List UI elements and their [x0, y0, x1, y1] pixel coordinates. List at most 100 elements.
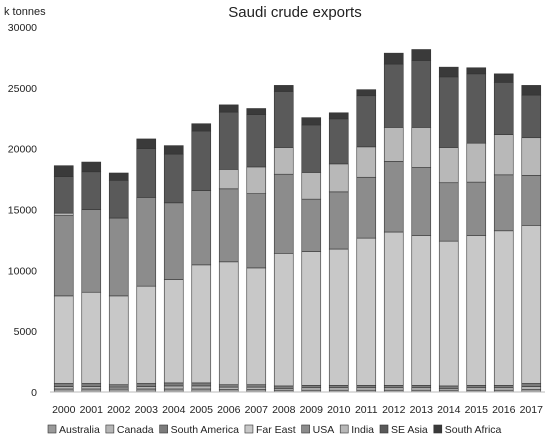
- x-tick-label: 2016: [492, 404, 516, 416]
- bar-segment: [191, 385, 212, 390]
- bar-segment: [53, 386, 74, 390]
- legend-swatch: [105, 424, 115, 434]
- bar-segment: [438, 240, 459, 387]
- bar-segment: [383, 387, 404, 391]
- bar-segment: [218, 111, 239, 170]
- bar-segment: [191, 382, 212, 387]
- x-tick-label: 2013: [410, 404, 434, 416]
- chart-title: Saudi crude exports: [228, 4, 361, 21]
- bar-segment: [493, 385, 514, 389]
- y-tick-label: 20000: [8, 144, 37, 156]
- legend-swatch: [244, 424, 254, 434]
- x-tick-label: 2012: [382, 404, 406, 416]
- bar-segment: [81, 386, 102, 390]
- bar-segment: [356, 95, 377, 148]
- bar-segment: [466, 385, 487, 389]
- bar-segment: [301, 198, 322, 252]
- legend-label: India: [351, 424, 374, 436]
- bar-segment: [108, 384, 129, 388]
- bar-segment: [438, 76, 459, 148]
- bar-segment: [411, 127, 432, 168]
- bar-segment: [246, 114, 267, 168]
- x-tick-label: 2011: [355, 404, 378, 416]
- bar-segment: [466, 181, 487, 236]
- y-tick-label: 30000: [8, 22, 37, 34]
- bar-segment: [191, 264, 212, 384]
- bar-segment: [383, 63, 404, 128]
- bar-segment: [81, 291, 102, 384]
- bar-segment: [466, 142, 487, 183]
- bar-segment: [356, 146, 377, 178]
- legend-label: Australia: [59, 424, 100, 436]
- bar-segment: [136, 285, 157, 384]
- bar-segment: [136, 148, 157, 198]
- bar-segment: [108, 217, 129, 297]
- bar-segment: [246, 108, 267, 115]
- y-axis-label: k tonnes: [4, 6, 46, 18]
- legend-swatch: [379, 424, 389, 434]
- legend-label: Canada: [117, 424, 154, 436]
- x-tick-label: 2001: [80, 404, 104, 416]
- y-tick-label: 0: [31, 387, 37, 399]
- bar-segment: [81, 161, 102, 173]
- legend-label: SE Asia: [391, 424, 428, 436]
- bar-segment: [108, 180, 129, 219]
- bar-segment: [191, 190, 212, 266]
- bar-segment: [218, 384, 239, 388]
- bar-segment: [521, 386, 542, 390]
- bar-segment: [301, 117, 322, 126]
- bar-segment: [218, 188, 239, 263]
- bar-segment: [246, 267, 267, 385]
- legend: Australia Canada South America Far East USA I…: [47, 424, 502, 436]
- legend-swatch: [47, 424, 57, 434]
- bar-segment: [53, 215, 74, 297]
- bar-segment: [466, 387, 487, 391]
- bar-segment: [246, 384, 267, 388]
- legend-swatch: [433, 424, 443, 434]
- bar-segment: [108, 172, 129, 181]
- bar-segment: [108, 295, 129, 385]
- x-tick-label: 2009: [300, 404, 324, 416]
- bar-segment: [466, 67, 487, 75]
- bar-segment: [273, 385, 294, 389]
- bar-segment: [53, 165, 74, 177]
- bar-segment: [218, 261, 239, 386]
- bar-segment: [521, 383, 542, 387]
- x-tick-label: 2014: [437, 404, 461, 416]
- bar-segment: [136, 138, 157, 149]
- bars: [53, 49, 542, 393]
- bar-segment: [273, 253, 294, 387]
- bar-segment: [438, 147, 459, 184]
- bar-segment: [521, 85, 542, 96]
- bar-segment: [356, 385, 377, 389]
- bar-segment: [301, 124, 322, 173]
- bar-segment: [328, 248, 349, 386]
- bar-segment: [163, 145, 184, 155]
- bar-segment: [53, 383, 74, 387]
- y-tick-label: 15000: [8, 205, 37, 217]
- bar-segment: [246, 386, 267, 390]
- bar-segment: [521, 175, 542, 226]
- x-tick-label: 2006: [217, 404, 241, 416]
- bar-segment: [411, 167, 432, 236]
- bar-segment: [356, 387, 377, 391]
- bar-segment: [356, 176, 377, 239]
- bar-segment: [273, 91, 294, 148]
- bar-segment: [163, 153, 184, 204]
- bar-segment: [273, 147, 294, 175]
- bar-segment: [466, 235, 487, 386]
- bar-segment: [328, 163, 349, 193]
- bar-segment: [136, 197, 157, 287]
- bar-segment: [383, 231, 404, 386]
- bar-segment: [191, 130, 212, 191]
- y-tick-label: 10000: [8, 265, 37, 277]
- bar-segment: [191, 123, 212, 132]
- x-tick-label: 2017: [520, 404, 544, 416]
- x-tick-label: 2002: [107, 404, 131, 416]
- bar-segment: [383, 385, 404, 389]
- bar-segment: [273, 85, 294, 92]
- x-tick-label: 2003: [135, 404, 159, 416]
- legend-label: South America: [171, 424, 239, 436]
- x-tick-label: 2008: [272, 404, 296, 416]
